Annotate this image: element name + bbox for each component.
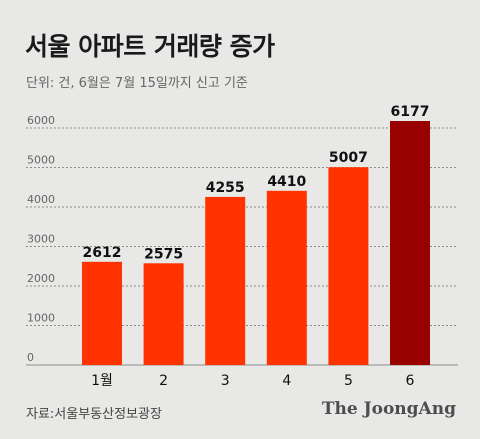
bar-value-label: 2612 — [83, 245, 122, 261]
bar-value-label: 2575 — [144, 246, 183, 262]
x-tick-label: 5 — [344, 373, 353, 389]
bar-value-label: 4410 — [267, 174, 306, 190]
x-tick-label: 3 — [221, 373, 230, 389]
x-tick-label: 2 — [159, 373, 168, 389]
y-tick-label: 4000 — [27, 193, 55, 206]
bar-value-label: 5007 — [329, 150, 368, 166]
y-axis-ticks: 0 1000 2000 3000 4000 5000 6000 — [27, 114, 55, 364]
bar — [82, 261, 122, 365]
y-tick-label: 5000 — [27, 154, 55, 167]
chart-title: 서울 아파트 거래량 증가 — [25, 32, 275, 61]
x-tick-label: 1월 — [91, 373, 113, 389]
x-tick-label: 4 — [282, 373, 291, 389]
y-tick-label: 0 — [27, 351, 34, 364]
bar — [390, 121, 430, 365]
bar — [143, 263, 184, 365]
chart-subtitle: 단위: 건, 6월은 7월 15일까지 신고 기준 — [26, 76, 248, 91]
y-tick-label: 2000 — [27, 272, 55, 285]
y-tick-label: 1000 — [27, 312, 55, 325]
bar — [328, 167, 369, 365]
bar — [205, 196, 246, 365]
value-labels: 2612 2575 4255 4410 5007 6177 — [83, 104, 430, 262]
y-tick-label: 3000 — [27, 233, 55, 246]
bar — [266, 190, 307, 365]
x-axis-ticks: 1월 2 3 4 5 6 — [91, 373, 414, 389]
x-tick-label: 6 — [406, 373, 415, 389]
source-note: 자료:서울부동산정보광장 — [26, 407, 162, 422]
bar-value-label: 6177 — [391, 104, 430, 120]
bar-value-label: 4255 — [206, 180, 245, 196]
brand-logo: The JoongAng — [321, 399, 456, 419]
bars — [82, 121, 430, 365]
y-tick-label: 6000 — [27, 114, 55, 127]
